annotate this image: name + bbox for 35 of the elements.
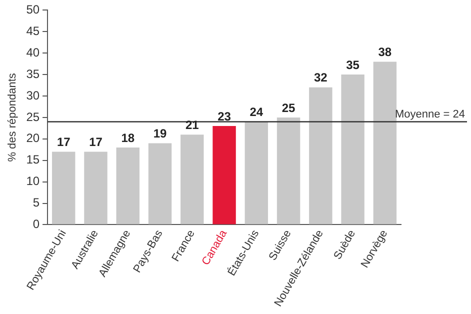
data-label: 17	[89, 135, 103, 150]
data-label: 38	[378, 45, 392, 59]
y-tick-label: 15	[26, 152, 40, 167]
y-tick-label: 10	[26, 174, 40, 188]
y-axis-title: % des répondants	[6, 72, 19, 162]
data-label: 32	[314, 70, 328, 85]
bar	[244, 122, 268, 224]
data-label: 17	[56, 135, 71, 150]
bar	[341, 74, 364, 224]
y-tick-label: 40	[26, 45, 40, 60]
bar	[148, 143, 172, 224]
bar	[52, 152, 76, 224]
data-label: 23	[218, 109, 232, 124]
y-tick-label: 5	[32, 196, 40, 210]
data-label: 18	[121, 130, 135, 145]
bar	[276, 117, 300, 224]
data-label: 21	[185, 118, 200, 132]
y-tick-label: 50	[26, 2, 40, 17]
bar	[84, 152, 108, 224]
data-label: 24	[250, 105, 264, 120]
bar	[309, 87, 332, 224]
bar	[373, 62, 397, 224]
data-label: 19	[153, 126, 168, 141]
y-tick-label: 0	[32, 217, 40, 232]
data-label: 35	[346, 58, 360, 72]
ref-line-label: Moyenne = 24	[394, 108, 465, 120]
y-tick-label: 20	[26, 131, 40, 146]
data-label: 25	[282, 100, 296, 115]
y-tick-label: 35	[26, 66, 40, 81]
bar	[180, 134, 204, 224]
y-tick-label: 30	[26, 88, 40, 102]
y-tick-label: 45	[26, 24, 40, 38]
bar	[116, 148, 140, 224]
bar	[212, 126, 236, 224]
y-tick-label: 25	[26, 110, 40, 124]
